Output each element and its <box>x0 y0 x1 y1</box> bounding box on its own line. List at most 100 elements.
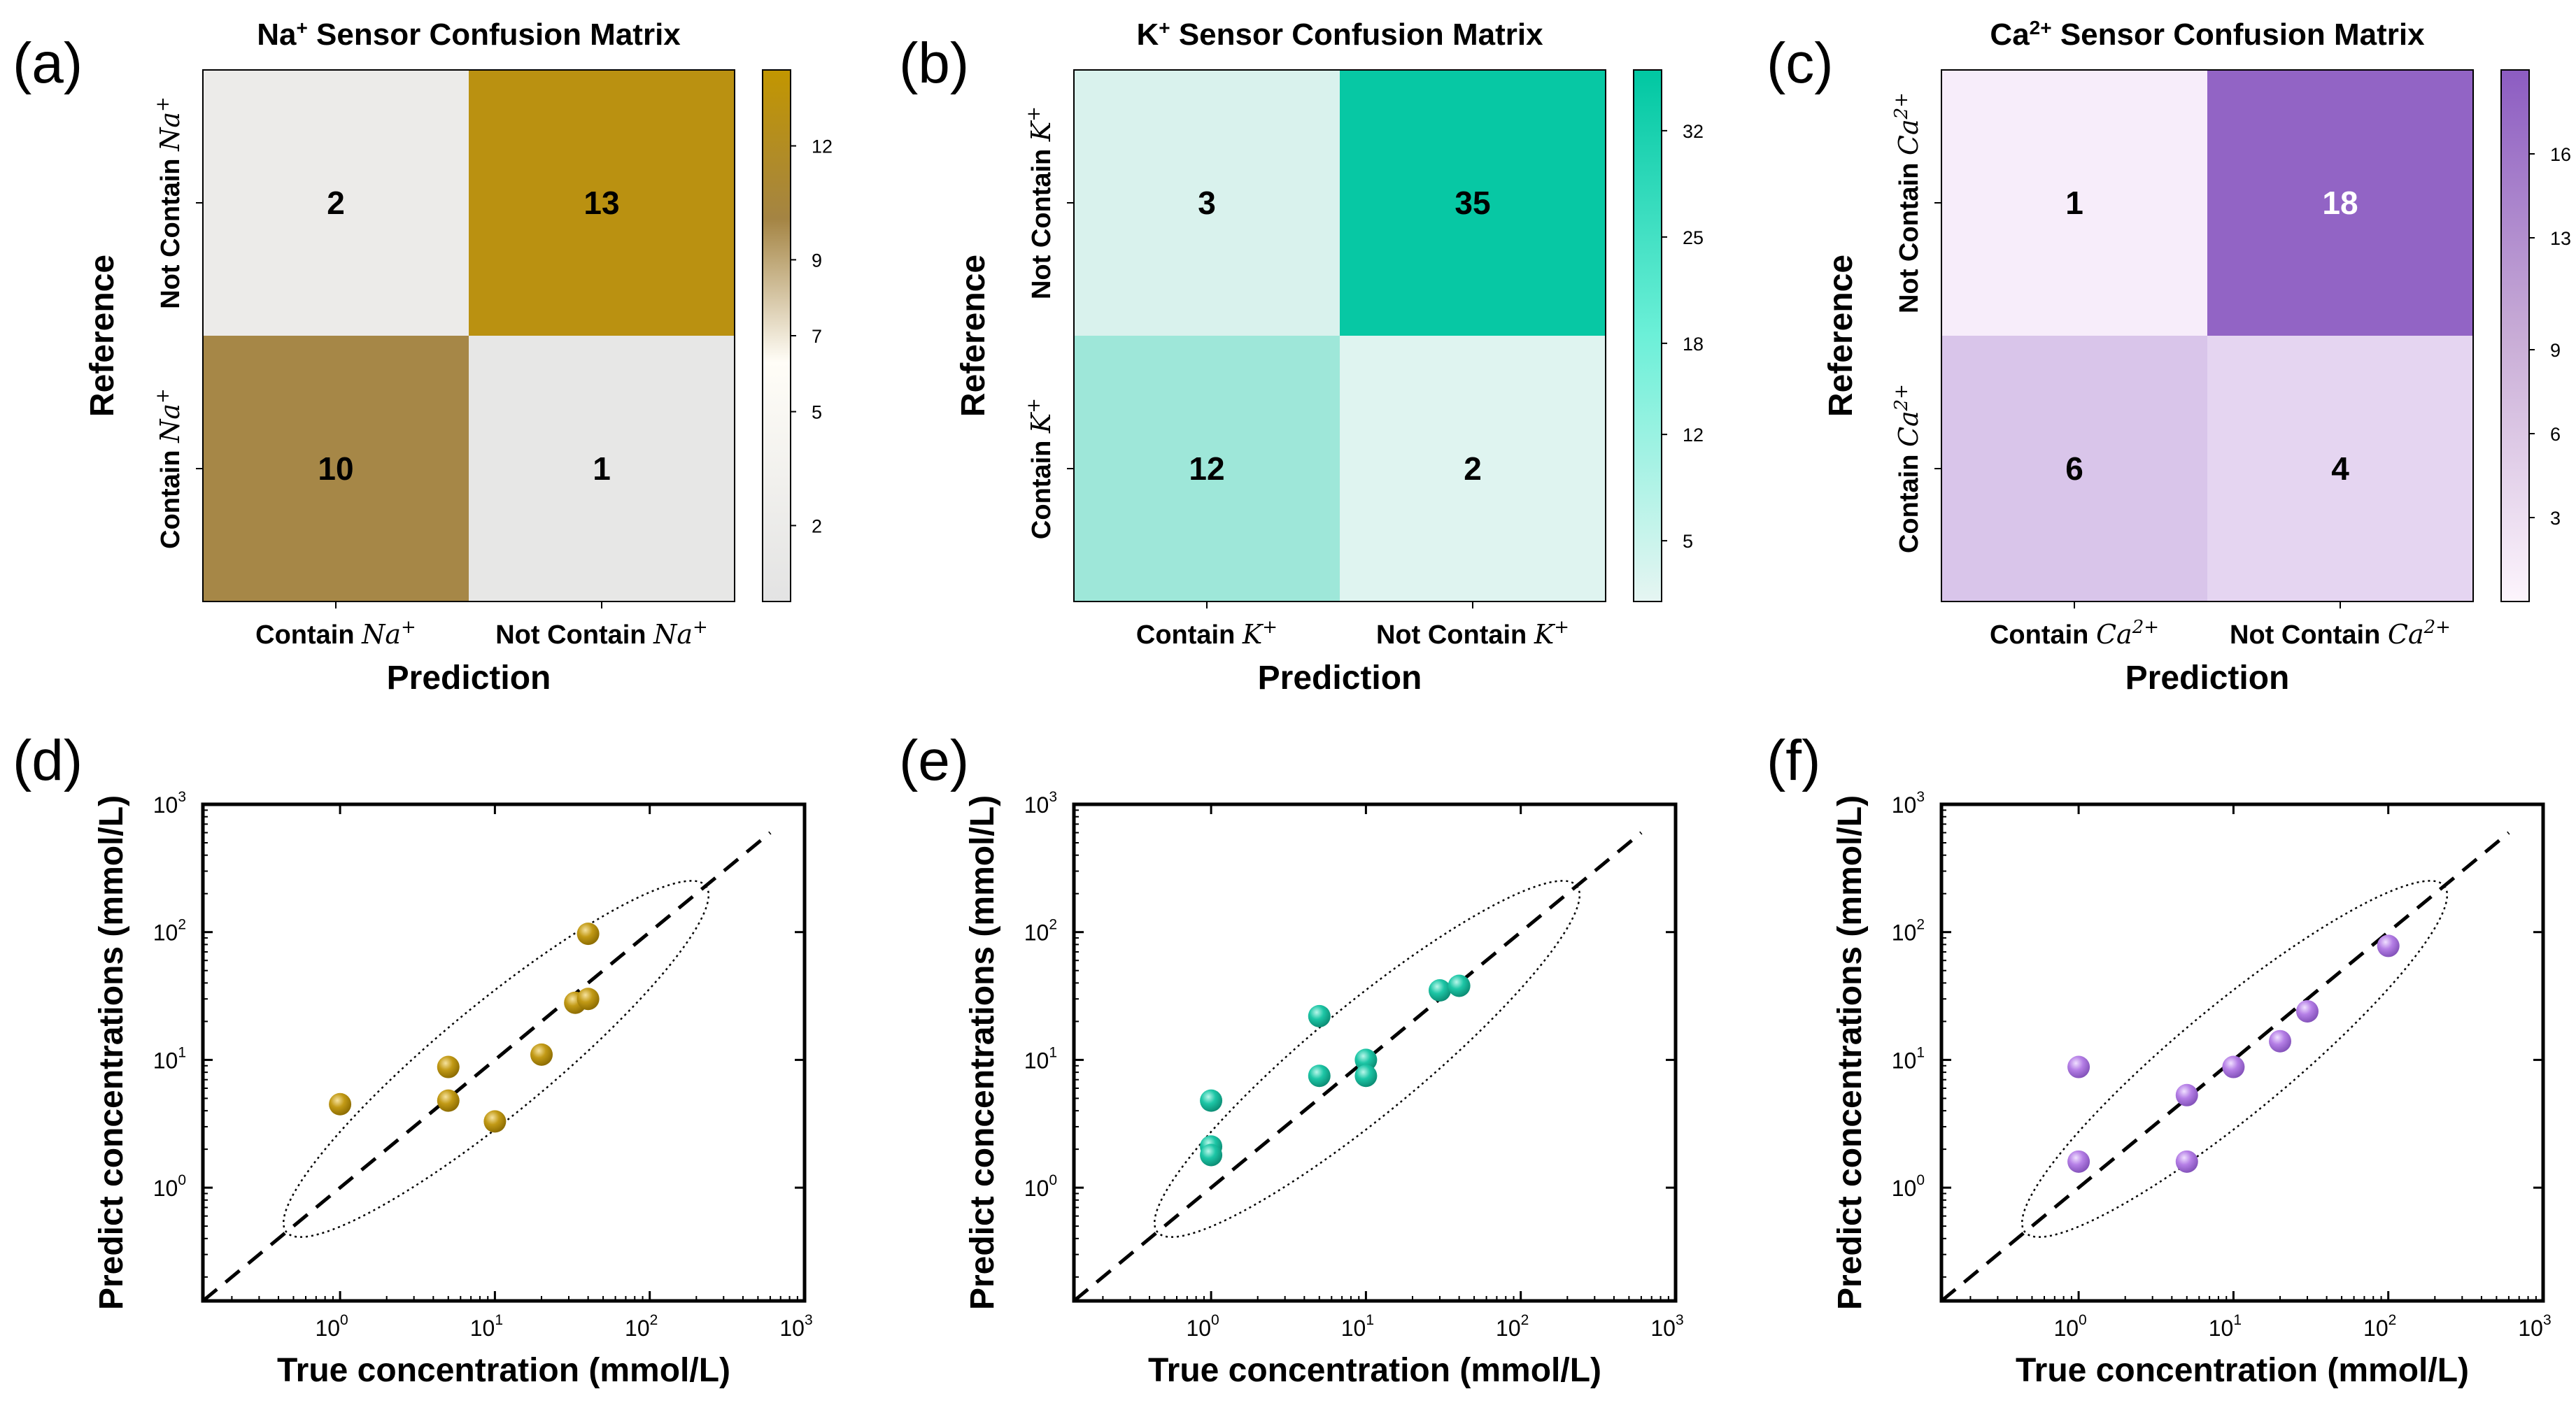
data-point <box>530 1043 553 1066</box>
colorbar-tick-label: 9 <box>2550 340 2561 361</box>
colorbar-tick-label: 18 <box>1683 334 1704 355</box>
x-axis-label: True concentration (mmol/L) <box>2016 1352 2469 1389</box>
y-tick-label: Not Contain Na+ <box>153 97 185 309</box>
data-point <box>2295 999 2319 1023</box>
heatmap-frame <box>202 69 735 602</box>
data-point <box>1354 1048 1378 1071</box>
plot-frame <box>201 802 807 1303</box>
panel-label-d: (d) <box>13 729 83 792</box>
heatmap-cell <box>2207 70 2473 336</box>
y-tick-label: 103 <box>1024 789 1057 818</box>
heatmap-cell <box>1941 336 2207 601</box>
x-tick-label: 103 <box>2518 1312 2551 1341</box>
cell-value: 3 <box>1198 185 1216 221</box>
panel-label-b: (b) <box>899 31 969 95</box>
chart-title: K+ Sensor Confusion Matrix <box>1136 17 1543 52</box>
heatmap-cell <box>1941 70 2207 336</box>
heatmap-cell <box>1340 336 1606 601</box>
x-tick-label: 100 <box>1186 1312 1219 1341</box>
heatmap-cell <box>1074 70 1340 336</box>
y-tick-label: Contain Ca2+ <box>1891 384 1924 553</box>
heatmap-cell <box>469 70 735 336</box>
y-tick-label: 100 <box>153 1172 186 1201</box>
x-tick-label: Contain K+ <box>1136 617 1278 650</box>
colorbar-tick-label: 5 <box>1683 531 1693 552</box>
y-tick-label: Contain Na+ <box>153 388 185 549</box>
data-point <box>483 1110 507 1133</box>
colorbar-tick-label: 13 <box>2550 228 2571 249</box>
data-point <box>2269 1030 2292 1053</box>
scatter-plot-ca: 100 100 101 101 102 102 103 103 True concentrati… <box>1832 789 2552 1389</box>
scatter-plot-k: 100 100 101 101 102 102 103 103 True concentrati… <box>964 789 1684 1389</box>
y-tick-label: 102 <box>1892 917 1925 946</box>
confidence-ellipse <box>2021 880 2449 1238</box>
scatter-plot-na: 100 100 101 101 102 102 103 103 True concentrati… <box>93 789 813 1389</box>
y-tick-label: 101 <box>1024 1044 1057 1073</box>
data-point <box>437 1055 460 1078</box>
cell-value: 6 <box>2065 450 2083 487</box>
confidence-ellipse <box>283 880 710 1238</box>
cell-value: 35 <box>1455 185 1490 221</box>
heatmap-cell <box>203 70 469 336</box>
chart-title: Ca2+ Sensor Confusion Matrix <box>1990 17 2425 52</box>
cell-value: 4 <box>2331 450 2349 487</box>
colorbar-tick-label: 2 <box>812 515 822 536</box>
panel-label-a: (a) <box>13 31 83 95</box>
data-point <box>576 923 600 946</box>
x-axis-label: Prediction <box>2125 660 2290 697</box>
heatmap-cell <box>2207 336 2473 601</box>
data-point <box>2175 1083 2198 1106</box>
data-point <box>1308 1065 1331 1088</box>
y-axis-label: Predict concentrations (mmol/L) <box>964 795 1001 1310</box>
x-tick-label: 103 <box>779 1312 812 1341</box>
data-point <box>1200 1144 1223 1167</box>
cell-value: 2 <box>1464 450 1482 487</box>
y-tick-label: Not Contain K+ <box>1024 106 1056 299</box>
heatmap-cell <box>1340 70 1606 336</box>
x-tick-label: Not Contain Na+ <box>495 617 708 650</box>
x-tick-label: 102 <box>2363 1312 2396 1341</box>
confusion-matrix-ca: Ca2+ Sensor Confusion Matrix 1 18 6 4 Not Con… <box>1823 17 2571 697</box>
colorbar-tick-label: 3 <box>2550 508 2561 529</box>
x-axis-label: True concentration (mmol/L) <box>1148 1352 1601 1389</box>
data-point <box>437 1089 460 1112</box>
x-tick-label: 100 <box>315 1312 348 1341</box>
colorbar-tick-label: 5 <box>812 402 822 423</box>
panel-label-c: (c) <box>1767 31 1834 95</box>
x-tick-label: Not Contain K+ <box>1376 617 1569 650</box>
colorbar-tick-label: 9 <box>812 250 822 271</box>
chart-title: Na+ Sensor Confusion Matrix <box>257 17 681 52</box>
data-point <box>1428 979 1451 1002</box>
y-axis-label: Predict concentrations (mmol/L) <box>93 795 130 1310</box>
y-tick-label: 101 <box>153 1044 186 1073</box>
y-tick-label: 100 <box>1892 1172 1925 1201</box>
x-tick-label: 101 <box>2209 1312 2242 1341</box>
colorbar <box>2500 69 2530 602</box>
plot-frame <box>1072 802 1678 1303</box>
data-point <box>2377 934 2400 957</box>
x-axis-label: True concentration (mmol/L) <box>277 1352 730 1389</box>
plot-frame <box>1939 802 2545 1303</box>
heatmap-cell <box>1074 336 1340 601</box>
data-point <box>1354 1065 1378 1088</box>
y-tick-label: 101 <box>1892 1044 1925 1073</box>
colorbar <box>762 69 791 602</box>
colorbar-tick-label: 16 <box>2550 144 2571 165</box>
heatmap-frame <box>1073 69 1606 602</box>
identity-line <box>201 831 772 1302</box>
panel-label-e: (e) <box>899 729 969 792</box>
colorbar-tick-label: 12 <box>1683 425 1704 446</box>
y-tick-label: 100 <box>1024 1172 1057 1201</box>
x-tick-label: 102 <box>625 1312 658 1341</box>
colorbar-tick-label: 25 <box>1683 227 1704 248</box>
x-tick-label: Contain Ca2+ <box>1990 617 2159 650</box>
y-axis-label: Reference <box>84 255 121 417</box>
y-tick-label: Not Contain Ca2+ <box>1891 92 1924 313</box>
y-tick-label: 102 <box>1024 917 1057 946</box>
cell-value: 1 <box>2065 185 2083 221</box>
cell-value: 1 <box>593 450 611 487</box>
data-point <box>1200 1089 1223 1112</box>
x-tick-label: 102 <box>1496 1312 1529 1341</box>
panel-label-f: (f) <box>1767 729 1820 792</box>
